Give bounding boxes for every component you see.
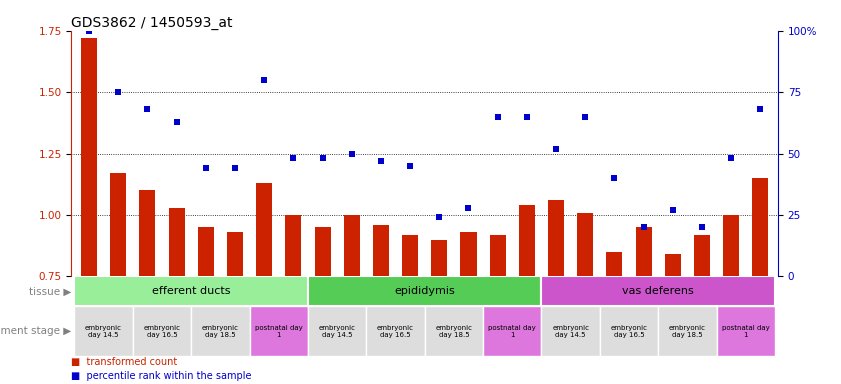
Point xyxy=(345,151,358,157)
Bar xyxy=(717,306,775,356)
Text: embryonic
day 18.5: embryonic day 18.5 xyxy=(669,324,706,338)
Text: embryonic
day 14.5: embryonic day 14.5 xyxy=(553,324,590,338)
Bar xyxy=(577,212,593,276)
Bar xyxy=(636,227,652,276)
Text: development stage ▶: development stage ▶ xyxy=(0,326,71,336)
Bar xyxy=(191,306,250,356)
Bar xyxy=(542,276,775,306)
Bar xyxy=(74,306,133,356)
Bar xyxy=(723,215,739,276)
Point xyxy=(579,114,592,120)
Bar xyxy=(659,306,717,356)
Text: postnatal day
1: postnatal day 1 xyxy=(255,324,303,338)
Point xyxy=(112,89,125,95)
Bar xyxy=(344,215,360,276)
Point xyxy=(170,119,183,125)
Point xyxy=(374,158,388,164)
Point xyxy=(140,106,154,113)
Bar xyxy=(367,306,425,356)
Bar xyxy=(489,235,505,276)
Point xyxy=(287,156,300,162)
Text: tissue ▶: tissue ▶ xyxy=(29,286,71,296)
Point xyxy=(82,28,96,34)
Bar xyxy=(140,190,156,276)
Text: vas deferens: vas deferens xyxy=(622,286,694,296)
Bar xyxy=(402,235,418,276)
Point xyxy=(316,156,330,162)
Point xyxy=(724,156,738,162)
Bar xyxy=(664,254,681,276)
Bar xyxy=(519,205,535,276)
Bar xyxy=(250,306,308,356)
Point xyxy=(666,207,680,213)
Bar xyxy=(168,208,185,276)
Point xyxy=(462,205,475,211)
Point xyxy=(199,165,213,171)
Bar xyxy=(753,178,769,276)
Bar xyxy=(257,183,272,276)
Text: ■  transformed count: ■ transformed count xyxy=(71,357,177,367)
Bar xyxy=(600,306,659,356)
Text: GDS3862 / 1450593_at: GDS3862 / 1450593_at xyxy=(71,16,233,30)
Point xyxy=(637,224,650,230)
Text: embryonic
day 18.5: embryonic day 18.5 xyxy=(202,324,239,338)
Bar xyxy=(133,306,191,356)
Text: embryonic
day 18.5: embryonic day 18.5 xyxy=(436,324,473,338)
Bar xyxy=(315,227,331,276)
Point xyxy=(608,175,621,181)
Bar xyxy=(542,306,600,356)
Bar xyxy=(198,227,214,276)
Text: postnatal day
1: postnatal day 1 xyxy=(489,324,537,338)
Bar xyxy=(81,38,97,276)
Text: embryonic
day 16.5: embryonic day 16.5 xyxy=(611,324,648,338)
Point xyxy=(696,224,709,230)
Text: ■  percentile rank within the sample: ■ percentile rank within the sample xyxy=(71,371,252,381)
Point xyxy=(228,165,241,171)
Point xyxy=(549,146,563,152)
Text: postnatal day
1: postnatal day 1 xyxy=(722,324,770,338)
Text: embryonic
day 14.5: embryonic day 14.5 xyxy=(85,324,122,338)
Bar xyxy=(606,252,622,276)
Point xyxy=(754,106,767,113)
Text: embryonic
day 16.5: embryonic day 16.5 xyxy=(377,324,414,338)
Bar xyxy=(373,225,389,276)
Bar xyxy=(431,240,447,276)
Bar xyxy=(425,306,483,356)
Text: embryonic
day 14.5: embryonic day 14.5 xyxy=(319,324,356,338)
Point xyxy=(491,114,505,120)
Text: epididymis: epididymis xyxy=(394,286,455,296)
Bar xyxy=(461,232,477,276)
Bar xyxy=(694,235,710,276)
Bar xyxy=(74,276,308,306)
Bar xyxy=(308,306,367,356)
Point xyxy=(257,77,271,83)
Bar xyxy=(285,215,301,276)
Bar xyxy=(548,200,564,276)
Bar xyxy=(308,276,542,306)
Bar xyxy=(110,173,126,276)
Text: efferent ducts: efferent ducts xyxy=(152,286,230,296)
Point xyxy=(520,114,533,120)
Bar xyxy=(483,306,542,356)
Text: embryonic
day 16.5: embryonic day 16.5 xyxy=(144,324,181,338)
Bar xyxy=(227,232,243,276)
Point xyxy=(404,163,417,169)
Point xyxy=(432,214,446,220)
